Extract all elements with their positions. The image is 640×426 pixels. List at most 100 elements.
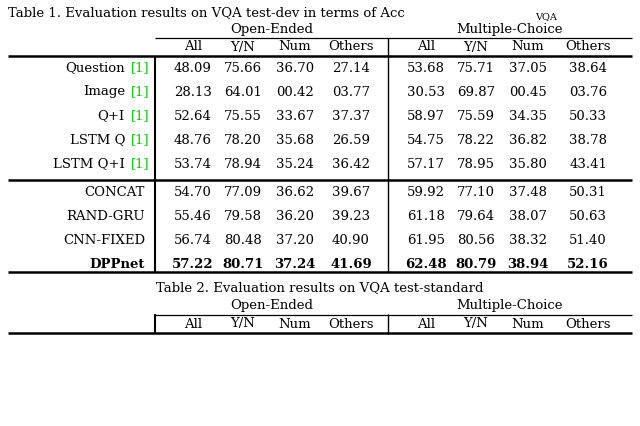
Text: 64.01: 64.01 (224, 86, 262, 98)
Text: 75.55: 75.55 (224, 109, 262, 123)
Text: 57.22: 57.22 (172, 257, 214, 271)
Text: [1]: [1] (131, 158, 150, 170)
Text: 36.82: 36.82 (509, 133, 547, 147)
Text: 38.94: 38.94 (508, 257, 548, 271)
Text: Num: Num (512, 40, 544, 54)
Text: 50.33: 50.33 (569, 109, 607, 123)
Text: All: All (417, 40, 435, 54)
Text: 51.40: 51.40 (569, 233, 607, 247)
Text: 00.45: 00.45 (509, 86, 547, 98)
Text: VQA: VQA (535, 12, 557, 21)
Text: Table 1. Evaluation results on VQA test-dev in terms of Acc: Table 1. Evaluation results on VQA test-… (8, 6, 404, 20)
Text: 61.18: 61.18 (407, 210, 445, 222)
Text: 33.67: 33.67 (276, 109, 314, 123)
Text: Table 2. Evaluation results on VQA test-standard: Table 2. Evaluation results on VQA test-… (156, 282, 484, 294)
Text: 38.07: 38.07 (509, 210, 547, 222)
Text: RAND-GRU: RAND-GRU (67, 210, 145, 222)
Text: All: All (417, 317, 435, 331)
Text: 48.76: 48.76 (174, 133, 212, 147)
Text: 35.68: 35.68 (276, 133, 314, 147)
Text: DPPnet: DPPnet (90, 257, 145, 271)
Text: 79.64: 79.64 (457, 210, 495, 222)
Text: 34.35: 34.35 (509, 109, 547, 123)
Text: Multiple-Choice: Multiple-Choice (457, 23, 563, 35)
Text: 80.48: 80.48 (224, 233, 262, 247)
Text: 36.62: 36.62 (276, 185, 314, 199)
Text: Others: Others (565, 317, 611, 331)
Text: 38.64: 38.64 (569, 61, 607, 75)
Text: 26.59: 26.59 (332, 133, 370, 147)
Text: Y/N: Y/N (463, 317, 488, 331)
Text: 75.71: 75.71 (457, 61, 495, 75)
Text: 54.75: 54.75 (407, 133, 445, 147)
Text: Open-Ended: Open-Ended (230, 299, 313, 313)
Text: 53.68: 53.68 (407, 61, 445, 75)
Text: 78.94: 78.94 (224, 158, 262, 170)
Text: 36.20: 36.20 (276, 210, 314, 222)
Text: 37.20: 37.20 (276, 233, 314, 247)
Text: 55.46: 55.46 (174, 210, 212, 222)
Text: 48.09: 48.09 (174, 61, 212, 75)
Text: 80.71: 80.71 (222, 257, 264, 271)
Text: 03.77: 03.77 (332, 86, 370, 98)
Text: 52.16: 52.16 (567, 257, 609, 271)
Text: 62.48: 62.48 (405, 257, 447, 271)
Text: Y/N: Y/N (463, 40, 488, 54)
Text: 27.14: 27.14 (332, 61, 370, 75)
Text: Others: Others (565, 40, 611, 54)
Text: Q+I: Q+I (98, 109, 125, 123)
Text: 36.42: 36.42 (332, 158, 370, 170)
Text: CONCAT: CONCAT (84, 185, 145, 199)
Text: LSTM Q+I: LSTM Q+I (53, 158, 125, 170)
Text: 35.24: 35.24 (276, 158, 314, 170)
Text: 77.09: 77.09 (224, 185, 262, 199)
Text: 40.90: 40.90 (332, 233, 370, 247)
Text: [1]: [1] (131, 86, 150, 98)
Text: Y/N: Y/N (230, 317, 255, 331)
Text: CNN-FIXED: CNN-FIXED (63, 233, 145, 247)
Text: 69.87: 69.87 (457, 86, 495, 98)
Text: All: All (184, 317, 202, 331)
Text: All: All (184, 40, 202, 54)
Text: 56.74: 56.74 (174, 233, 212, 247)
Text: 30.53: 30.53 (407, 86, 445, 98)
Text: 38.32: 38.32 (509, 233, 547, 247)
Text: 03.76: 03.76 (569, 86, 607, 98)
Text: 39.67: 39.67 (332, 185, 370, 199)
Text: 00.42: 00.42 (276, 86, 314, 98)
Text: 38.78: 38.78 (569, 133, 607, 147)
Text: Num: Num (512, 317, 544, 331)
Text: 54.70: 54.70 (174, 185, 212, 199)
Text: Multiple-Choice: Multiple-Choice (457, 299, 563, 313)
Text: 37.24: 37.24 (275, 257, 316, 271)
Text: 35.80: 35.80 (509, 158, 547, 170)
Text: [1]: [1] (131, 61, 150, 75)
Text: Num: Num (278, 40, 311, 54)
Text: Image: Image (83, 86, 125, 98)
Text: 37.05: 37.05 (509, 61, 547, 75)
Text: Num: Num (278, 317, 311, 331)
Text: Others: Others (328, 40, 374, 54)
Text: 37.37: 37.37 (332, 109, 370, 123)
Text: 53.74: 53.74 (174, 158, 212, 170)
Text: 41.69: 41.69 (330, 257, 372, 271)
Text: 50.31: 50.31 (569, 185, 607, 199)
Text: 78.20: 78.20 (224, 133, 262, 147)
Text: 80.56: 80.56 (457, 233, 495, 247)
Text: 37.48: 37.48 (509, 185, 547, 199)
Text: 59.92: 59.92 (407, 185, 445, 199)
Text: 39.23: 39.23 (332, 210, 370, 222)
Text: [1]: [1] (131, 133, 150, 147)
Text: [1]: [1] (131, 109, 150, 123)
Text: Open-Ended: Open-Ended (230, 23, 313, 35)
Text: 52.64: 52.64 (174, 109, 212, 123)
Text: Y/N: Y/N (230, 40, 255, 54)
Text: 58.97: 58.97 (407, 109, 445, 123)
Text: 79.58: 79.58 (224, 210, 262, 222)
Text: 61.95: 61.95 (407, 233, 445, 247)
Text: 50.63: 50.63 (569, 210, 607, 222)
Text: 57.17: 57.17 (407, 158, 445, 170)
Text: 75.66: 75.66 (224, 61, 262, 75)
Text: LSTM Q: LSTM Q (70, 133, 125, 147)
Text: 36.70: 36.70 (276, 61, 314, 75)
